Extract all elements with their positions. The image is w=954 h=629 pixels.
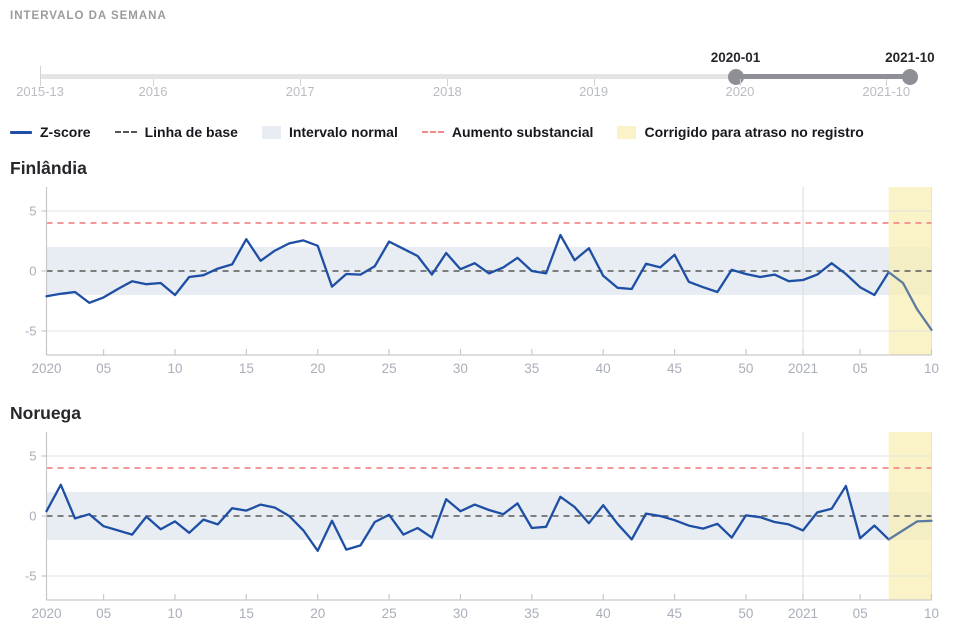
x-tick-label: 15: [239, 361, 254, 376]
chart-legend: Z-score Linha de base Intervalo normal Aume…: [10, 124, 954, 140]
slider-axis-tick: [739, 79, 741, 86]
y-tick-label: -5: [25, 569, 37, 584]
x-tick-label: 10: [167, 606, 182, 621]
y-tick-label: 0: [29, 509, 36, 524]
x-tick-label: 10: [167, 361, 182, 376]
slider-handle-start[interactable]: [727, 68, 744, 85]
x-tick-label: 2020: [31, 361, 61, 376]
x-tick-label: 05: [96, 606, 111, 621]
x-tick-label: 10: [924, 361, 939, 376]
x-tick-label: 25: [382, 606, 397, 621]
x-tick-label: 2021: [788, 606, 818, 621]
legend-label: Aumento substancial: [451, 124, 594, 140]
slider-axis-tick-label: 2016: [138, 84, 168, 99]
x-tick-label: 35: [524, 361, 539, 376]
chart-section-norway: Noruega 5 0 -5 2020 05 10 15 20 25 30 35 40 45 50 2021…: [0, 403, 954, 626]
slider-axis-tick-label: 2015-13: [16, 84, 64, 99]
zscore-line-corrected: [887, 519, 933, 541]
legend-item: Linha de base: [114, 124, 238, 140]
slider-axis-tick-label: 2021-10: [862, 84, 911, 99]
week-range-label: INTERVALO DA SEMANA: [10, 10, 167, 22]
x-tick-label: 50: [738, 361, 753, 376]
x-tick-label: 2021: [788, 361, 818, 376]
x-tick-label: 30: [453, 606, 468, 621]
x-tick-label: 40: [596, 361, 611, 376]
legend-item: Aumento substancial: [421, 124, 594, 140]
x-tick-label: 50: [738, 606, 753, 621]
legend-label: Z-score: [40, 124, 91, 140]
x-tick-label: 30: [453, 361, 468, 376]
chart-section-finland: Finlândia 5 0 -5 2020 05 10 15 20 25 30 35 40 45 50 20…: [0, 158, 954, 381]
legend-swatch-line-icon: [10, 130, 32, 134]
week-range-slider: 2020-01 2021-10 2015-13 2016 2017 2018 2019 2…: [0, 22, 954, 99]
x-tick-label: 10: [924, 606, 939, 621]
slider-axis-tick-label: 2018: [432, 84, 462, 99]
slider-axis-tick: [447, 79, 449, 86]
zscore-line: [45, 483, 890, 552]
y-tick-label: 5: [29, 449, 36, 464]
chart-title-finland: Finlândia: [10, 158, 87, 178]
y-tick-label: -5: [25, 324, 37, 339]
legend-item: Z-score: [10, 124, 91, 140]
slider-axis-tick: [40, 66, 41, 86]
slider-handle-end[interactable]: [901, 68, 918, 85]
slider-axis-tick-label: 2020: [725, 84, 755, 99]
x-tick-label: 05: [853, 606, 868, 621]
y-tick-label: 0: [29, 264, 36, 279]
chart-title-norway: Noruega: [10, 403, 81, 423]
x-tick-label: 05: [96, 361, 111, 376]
y-tick-label: 5: [29, 204, 36, 219]
slider-axis-tick: [300, 79, 302, 86]
x-tick-label: 20: [310, 361, 325, 376]
legend-item: Intervalo normal: [261, 124, 398, 140]
zscore-line-corrected: [887, 271, 933, 331]
zscore-line: [45, 233, 890, 304]
legend-label: Corrigido para atraso no registro: [644, 124, 864, 140]
slider-start-label: 2020-01: [710, 50, 761, 65]
slider-selected-range[interactable]: [735, 74, 910, 79]
legend-label: Intervalo normal: [288, 124, 398, 140]
x-tick-label: 05: [853, 361, 868, 376]
legend-swatch-dash-icon: [114, 131, 137, 133]
x-tick-label: 15: [239, 606, 254, 621]
x-tick-label: 40: [596, 606, 611, 621]
slider-axis-tick-label: 2019: [579, 84, 609, 99]
x-tick-label: 2020: [31, 606, 61, 621]
legend-swatch-box-icon: [261, 125, 281, 139]
app-root: INTERVALO DA SEMANA 2020-01 2021-10 2015…: [0, 10, 954, 626]
x-tick-label: 45: [667, 606, 682, 621]
x-tick-label: 25: [382, 361, 397, 376]
legend-label: Linha de base: [144, 124, 238, 140]
slider-axis-tick-label: 2017: [285, 84, 315, 99]
x-tick-label: 20: [310, 606, 325, 621]
x-tick-label: 35: [524, 606, 539, 621]
x-tick-label: 45: [667, 361, 682, 376]
slider-axis-tick: [153, 79, 154, 86]
slider-axis-tick: [593, 79, 595, 86]
slider-track[interactable]: [40, 74, 916, 79]
slider-axis-tick: [886, 79, 888, 86]
slider-end-label: 2021-10: [885, 50, 935, 65]
legend-swatch-box-icon: [617, 125, 637, 139]
legend-swatch-dash-icon: [421, 131, 444, 133]
legend-item: Corrigido para atraso no registro: [617, 124, 864, 140]
